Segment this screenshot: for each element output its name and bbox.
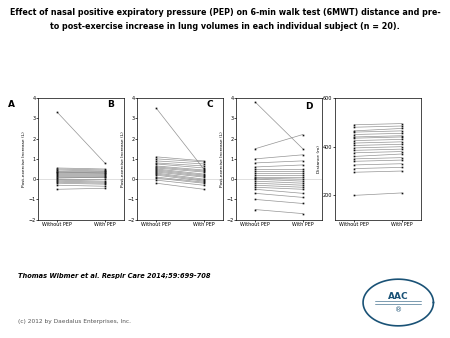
Y-axis label: Distance (m): Distance (m) — [317, 145, 321, 173]
Text: D: D — [305, 102, 313, 112]
Text: AAC: AAC — [388, 292, 409, 301]
Text: Effect of nasal positive expiratory pressure (PEP) on 6-min walk test (6MWT) dis: Effect of nasal positive expiratory pres… — [10, 8, 440, 18]
Text: A: A — [8, 100, 15, 110]
Y-axis label: Post-exercise Increase (L): Post-exercise Increase (L) — [121, 131, 125, 187]
Text: Thomas Wibmer et al. Respir Care 2014;59:699-708: Thomas Wibmer et al. Respir Care 2014;59… — [18, 273, 211, 279]
Y-axis label: Post-exercise Increase (L): Post-exercise Increase (L) — [220, 131, 224, 187]
Text: C: C — [206, 100, 213, 110]
Text: ®: ® — [395, 307, 402, 313]
Text: B: B — [108, 100, 114, 110]
Text: to post-exercise increase in lung volumes in each individual subject (n = 20).: to post-exercise increase in lung volume… — [50, 22, 400, 31]
Y-axis label: Post-exercise Increase (L): Post-exercise Increase (L) — [22, 131, 26, 187]
Text: (c) 2012 by Daedalus Enterprises, Inc.: (c) 2012 by Daedalus Enterprises, Inc. — [18, 319, 131, 324]
